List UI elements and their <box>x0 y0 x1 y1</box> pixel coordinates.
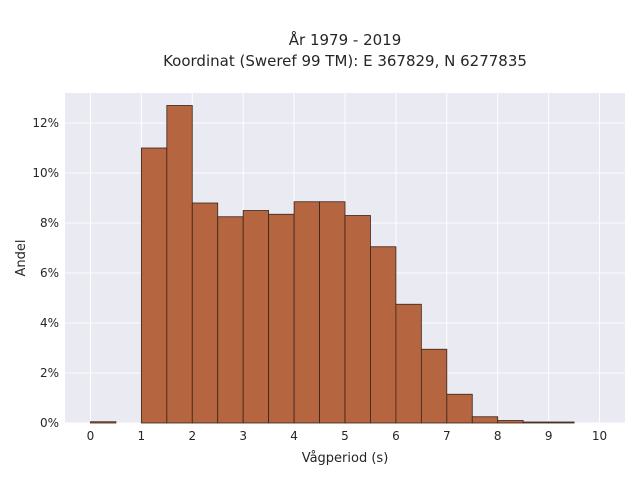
histogram-bar <box>548 421 575 424</box>
chart-title-line-2: Koordinat (Sweref 99 TM): E 367829, N 62… <box>163 52 527 70</box>
histogram-bar <box>293 201 320 424</box>
histogram-bar <box>268 213 295 424</box>
x-tick-label: 0 <box>87 429 95 443</box>
histogram-bar <box>319 201 346 424</box>
histogram-bar <box>166 105 193 424</box>
histogram-bars <box>90 105 575 424</box>
histogram-bar <box>217 216 244 424</box>
x-tick-label: 1 <box>138 429 146 443</box>
x-tick-label: 3 <box>239 429 247 443</box>
histogram-bar <box>90 421 117 424</box>
x-tick-label: 6 <box>392 429 400 443</box>
x-tick-label: 5 <box>341 429 349 443</box>
histogram-bar <box>446 393 473 424</box>
y-tick-label: 10% <box>32 166 59 180</box>
histogram-bar <box>522 421 550 424</box>
histogram-bar <box>191 202 219 424</box>
x-tick-label: 4 <box>290 429 298 443</box>
x-tick-labels: 0 1 2 3 4 5 6 7 8 9 10 <box>87 429 608 443</box>
histogram-bar <box>140 147 168 424</box>
y-tick-label: 8% <box>40 216 59 230</box>
x-tick-label: 8 <box>494 429 502 443</box>
x-tick-label: 10 <box>592 429 607 443</box>
histogram-bar <box>497 420 524 424</box>
histogram-bar <box>420 348 448 424</box>
chart-title-line-1: År 1979 - 2019 <box>289 30 402 49</box>
histogram-bar <box>242 210 270 424</box>
histogram-bar <box>370 246 397 424</box>
x-tick-label: 7 <box>443 429 451 443</box>
y-tick-label: 4% <box>40 316 59 330</box>
histogram-bar <box>344 215 371 424</box>
x-axis-label: Vågperiod (s) <box>302 451 389 466</box>
histogram-bar <box>395 303 422 424</box>
y-axis-label: Andel <box>14 240 29 277</box>
y-tick-labels: 0% 2% 4% 6% 8% 10% 12% <box>32 116 59 430</box>
x-tick-label: 2 <box>188 429 196 443</box>
x-tick-label: 9 <box>545 429 553 443</box>
y-tick-label: 6% <box>40 266 59 280</box>
y-tick-label: 2% <box>40 366 59 380</box>
y-tick-label: 0% <box>40 416 59 430</box>
histogram-bar <box>471 416 499 424</box>
y-tick-label: 12% <box>32 116 59 130</box>
